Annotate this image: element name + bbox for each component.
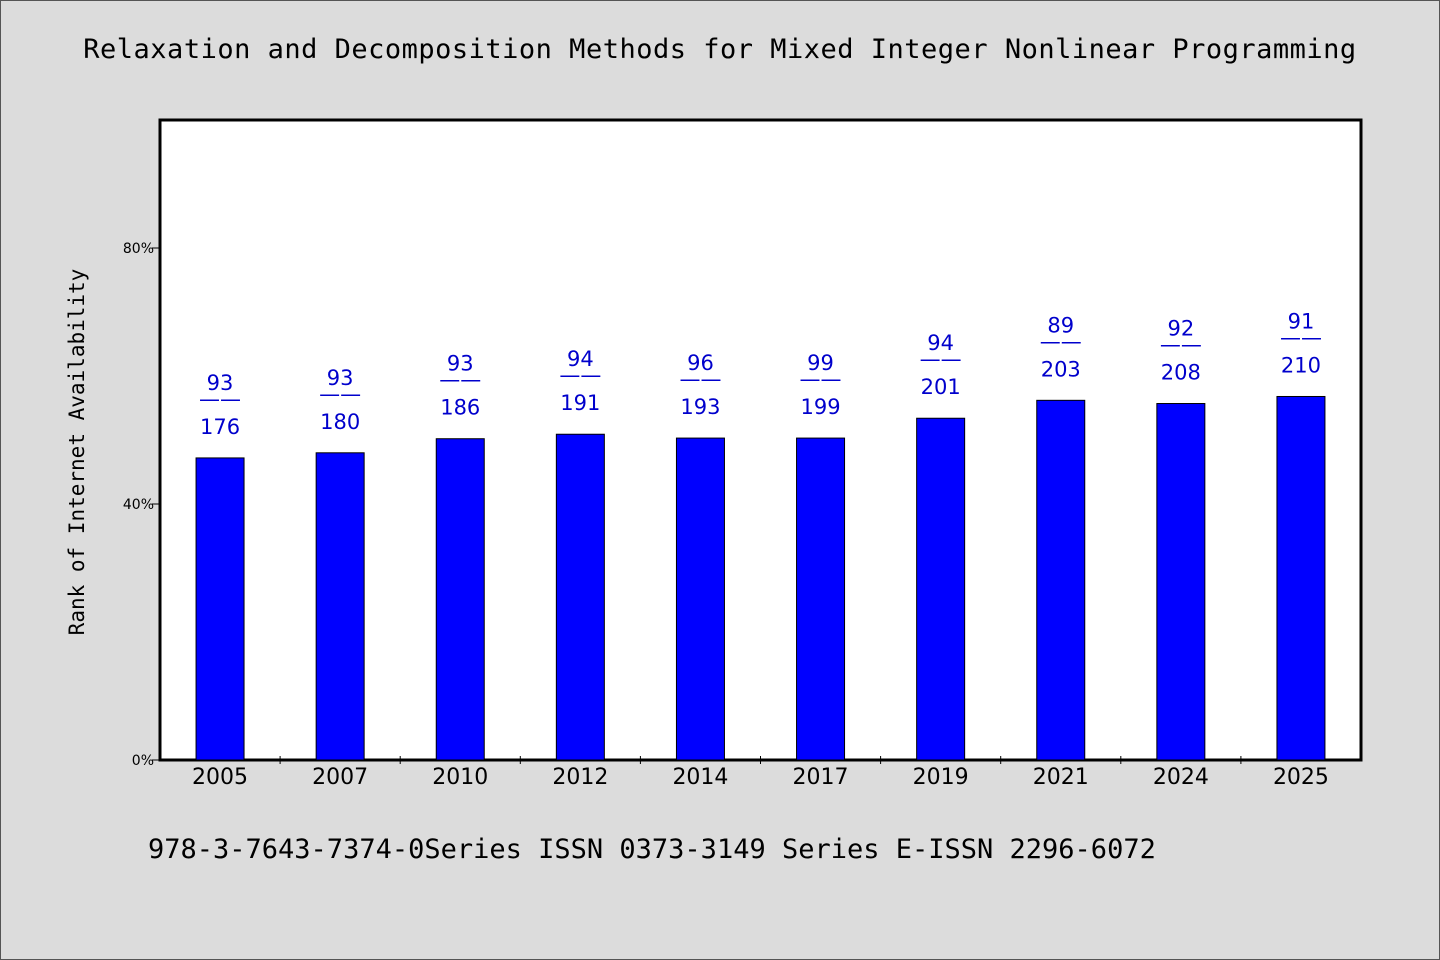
bar-2010 (435, 438, 485, 761)
data-label-2025-top: 91 (1288, 309, 1315, 333)
bar-2014 (675, 437, 725, 761)
data-label-2019-top: 94 (927, 331, 954, 355)
x-tick-label-2014: 2014 (672, 765, 728, 790)
data-label-2012-sep: —— (559, 363, 601, 387)
data-label-2005-bottom: 176 (200, 415, 240, 439)
bar-2024 (1156, 403, 1206, 761)
data-label-2007-top: 93 (327, 366, 354, 390)
bar-2019 (916, 417, 966, 761)
x-ticks-group: 2005 2007 2010 2012 2014 2017 2019 2021 2024 2025 (192, 756, 1329, 790)
data-label-2007-bottom: 180 (320, 410, 360, 434)
data-label-2025-bottom: 210 (1281, 353, 1321, 377)
data-label-2019-bottom: 201 (921, 375, 961, 399)
data-label-2019-sep: —— (920, 347, 962, 371)
data-label-2010-bottom: 186 (440, 396, 480, 420)
data-labels-group: 93——17693——18093——18694——19196——19399——1… (199, 309, 1322, 438)
data-label-2014-sep: —— (679, 367, 721, 391)
x-tick-label-2019: 2019 (913, 765, 969, 790)
data-label-2007-sep: —— (319, 382, 361, 406)
data-label-2021-bottom: 203 (1041, 357, 1081, 381)
bar-2005 (195, 457, 245, 761)
bars-group (195, 395, 1326, 761)
x-tick-label-2024: 2024 (1153, 765, 1209, 790)
data-label-2017-sep: —— (800, 367, 842, 391)
data-label-2014-top: 96 (687, 351, 714, 375)
y-tick-label: 0% (132, 753, 154, 769)
x-tick-label-2021: 2021 (1033, 765, 1089, 790)
data-label-2010-sep: —— (439, 368, 481, 392)
data-label-2005-sep: —— (199, 387, 241, 411)
data-label-2017-bottom: 199 (801, 395, 841, 419)
bar-2025 (1276, 395, 1326, 761)
x-tick-label-2012: 2012 (552, 765, 608, 790)
x-tick-label-2017: 2017 (793, 765, 849, 790)
chart-title: Relaxation and Decomposition Methods for… (83, 34, 1357, 65)
data-label-2021-top: 89 (1047, 313, 1074, 337)
bar-2012 (555, 433, 605, 761)
bar-2021 (1036, 399, 1086, 761)
y-axis-label: Rank of Internet Availability (65, 269, 89, 636)
y-ticks-group: 0% 40% 80% (123, 241, 160, 769)
x-tick-label-2005: 2005 (192, 765, 248, 790)
y-tick-label: 80% (123, 241, 154, 257)
y-tick-label: 40% (123, 497, 154, 513)
footer-isbn-text: 978-3-7643-7374-0Series ISSN 0373-3149 S… (148, 834, 1156, 865)
bar-2007 (315, 452, 365, 761)
x-tick-label-2025: 2025 (1273, 765, 1329, 790)
data-label-2025-sep: —— (1280, 325, 1322, 349)
data-label-2024-bottom: 208 (1161, 361, 1201, 385)
data-label-2021-sep: —— (1040, 329, 1082, 353)
x-tick-label-2007: 2007 (312, 765, 368, 790)
bar-2017 (796, 437, 846, 761)
data-label-2012-bottom: 191 (560, 391, 600, 415)
data-label-2010-top: 93 (447, 352, 474, 376)
data-label-2017-top: 99 (807, 351, 834, 375)
data-label-2012-top: 94 (567, 347, 594, 371)
data-label-2005-top: 93 (207, 371, 234, 395)
x-tick-label-2010: 2010 (432, 765, 488, 790)
data-label-2024-sep: —— (1160, 333, 1202, 357)
data-label-2024-top: 92 (1167, 317, 1194, 341)
data-label-2014-bottom: 193 (680, 395, 720, 419)
